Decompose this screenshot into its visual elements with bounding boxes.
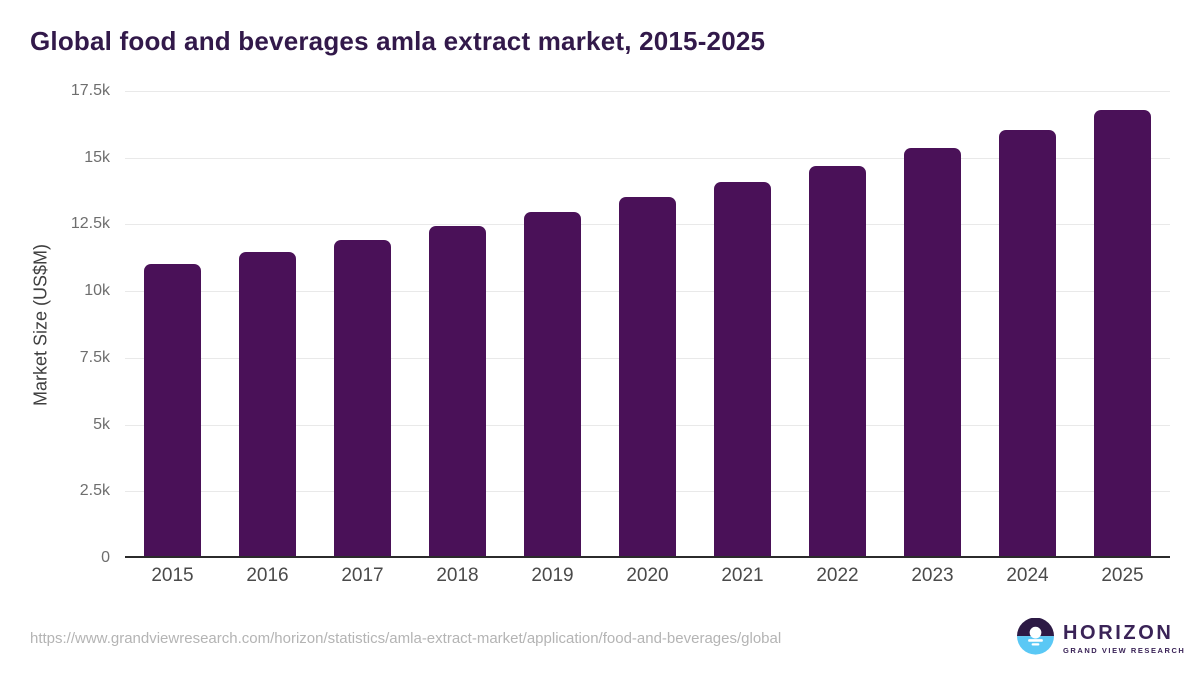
source-url: https://www.grandviewresearch.com/horizo…	[30, 630, 782, 647]
gridline-17.5k	[125, 91, 1170, 92]
horizon-logo-brand: HORIZON	[1063, 622, 1174, 644]
y-tick-0: 0	[101, 549, 110, 566]
bar-slot-2018	[410, 91, 505, 558]
horizon-logo-icon	[1017, 617, 1054, 660]
y-tick-7.5k: 7.5k	[79, 348, 110, 366]
bar-slot-2021	[695, 91, 790, 558]
x-tick-2018: 2018	[436, 565, 479, 586]
bar-slot-2019	[505, 91, 600, 558]
bar-2025	[1094, 110, 1151, 558]
bars	[125, 91, 1170, 558]
horizon-logo-text: HORIZON GRAND VIEW RESEARCH	[1063, 623, 1185, 655]
horizon-logo: HORIZON GRAND VIEW RESEARCH	[1017, 617, 1185, 660]
bar-2021	[714, 182, 771, 558]
bar-2022	[809, 165, 866, 558]
bar-slot-2020	[600, 91, 695, 558]
x-tick-2020: 2020	[626, 565, 669, 586]
x-tick-2025: 2025	[1101, 565, 1144, 586]
bar-slot-2022	[790, 91, 885, 558]
bar-2017	[334, 239, 391, 558]
y-tick-5k: 5k	[93, 415, 110, 433]
bar-slot-2025	[1075, 91, 1170, 558]
x-tick-2024: 2024	[1006, 565, 1049, 586]
y-tick-2.5k: 2.5k	[79, 482, 110, 500]
bar-2024	[999, 129, 1056, 558]
bar-2023	[904, 148, 961, 558]
bar-2016	[239, 252, 296, 558]
y-tick-17.5k: 17.5k	[70, 82, 110, 99]
x-tick-2015: 2015	[151, 565, 194, 586]
x-tick-2021: 2021	[721, 565, 764, 586]
y-axis-title: Market Size (US$M)	[30, 243, 51, 407]
bar-2015	[144, 264, 201, 558]
bar-2020	[619, 197, 676, 558]
x-axis-line	[125, 556, 1170, 558]
x-tick-2017: 2017	[341, 565, 384, 586]
x-tick-2023: 2023	[911, 565, 954, 586]
plot-area: 0 2.5k 5k 7.5k 10k 12.5k 15k 17.5k 2015 2016 2017…	[71, 82, 1170, 586]
x-tick-labels: 2015 2016 2017 2018 2019 2020 2021 2022 2023 2024…	[125, 565, 1170, 587]
y-tick-12.5k: 12.5k	[70, 215, 110, 233]
bar-slot-2024	[980, 91, 1075, 558]
bar-slot-2016	[220, 91, 315, 558]
bar-slot-2015	[125, 91, 220, 558]
y-tick-10k: 10k	[84, 282, 110, 300]
bar-2018	[429, 225, 486, 558]
bar-2019	[524, 212, 581, 558]
x-tick-2016: 2016	[246, 565, 289, 586]
y-tick-15k: 15k	[84, 148, 110, 166]
gridline-15k	[125, 157, 1170, 159]
chart-title: Global food and beverages amla extract m…	[30, 26, 766, 56]
bar-slot-2023	[885, 91, 980, 558]
bar-slot-2017	[315, 91, 410, 558]
x-tick-2019: 2019	[531, 565, 574, 586]
horizon-logo-subtitle: GRAND VIEW RESEARCH	[1063, 646, 1186, 655]
x-tick-2022: 2022	[816, 565, 859, 586]
